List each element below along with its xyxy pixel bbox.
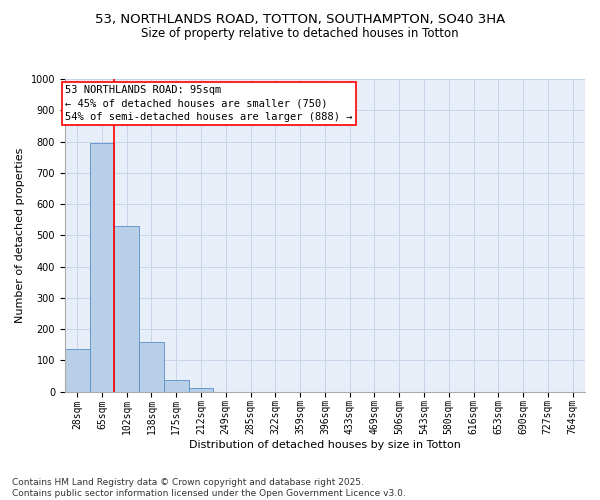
Text: Size of property relative to detached houses in Totton: Size of property relative to detached ho… [141,28,459,40]
Text: 53 NORTHLANDS ROAD: 95sqm
← 45% of detached houses are smaller (750)
54% of semi: 53 NORTHLANDS ROAD: 95sqm ← 45% of detac… [65,86,353,122]
Text: Contains HM Land Registry data © Crown copyright and database right 2025.
Contai: Contains HM Land Registry data © Crown c… [12,478,406,498]
Bar [115,226,139,392]
Bar [188,388,214,392]
Bar [164,380,188,392]
X-axis label: Distribution of detached houses by size in Totton: Distribution of detached houses by size … [189,440,461,450]
Y-axis label: Number of detached properties: Number of detached properties [15,148,25,323]
Bar [89,143,115,392]
Bar [139,342,164,392]
Bar [65,350,89,392]
Text: 53, NORTHLANDS ROAD, TOTTON, SOUTHAMPTON, SO40 3HA: 53, NORTHLANDS ROAD, TOTTON, SOUTHAMPTON… [95,12,505,26]
